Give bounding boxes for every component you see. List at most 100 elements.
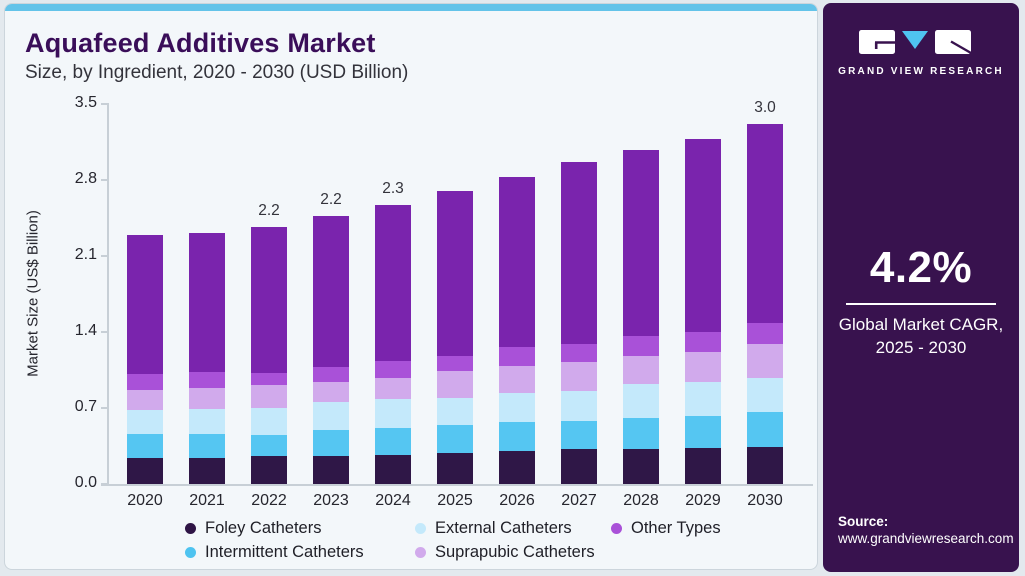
cagr-caption-line2: 2025 - 2030 bbox=[875, 337, 967, 357]
y-tick-label: 3.5 bbox=[74, 94, 97, 111]
bar-value-label: 2.3 bbox=[382, 179, 404, 197]
bar-segment bbox=[313, 429, 349, 456]
bar-segment bbox=[375, 399, 411, 428]
bar-segment bbox=[747, 343, 783, 378]
bar-segment bbox=[499, 451, 535, 484]
gvr-logo-icon bbox=[859, 30, 972, 55]
bar-segment bbox=[561, 343, 597, 363]
legend-dot-icon bbox=[415, 546, 426, 558]
bar-stack-2027 bbox=[561, 161, 597, 484]
legend-label: Suprapubic Catheters bbox=[435, 542, 595, 561]
bar-segment bbox=[375, 454, 411, 484]
bar-segment bbox=[251, 226, 287, 374]
gvr-brand-text: GRAND VIEW RESEARCH bbox=[838, 66, 1004, 77]
y-tick-label: 0.7 bbox=[74, 398, 97, 415]
bar-stack-2029 bbox=[685, 138, 721, 484]
bar-segment bbox=[685, 381, 721, 416]
bar-segment bbox=[189, 434, 225, 458]
x-tick-label: 2024 bbox=[375, 492, 411, 509]
bar-stack-2028 bbox=[623, 149, 659, 484]
bar-value-label: 3.0 bbox=[754, 98, 776, 116]
legend-label: Other Types bbox=[631, 518, 721, 537]
page-title: Aquafeed Additives Market bbox=[25, 28, 376, 58]
gvr-logo: GRAND VIEW RESEARCH bbox=[823, 29, 1019, 77]
bar-segment bbox=[499, 365, 535, 393]
bar-segment bbox=[437, 425, 473, 453]
bar-segment bbox=[499, 392, 535, 423]
y-tick-label: 1.4 bbox=[74, 322, 97, 339]
bar-segment bbox=[747, 412, 783, 448]
bar-segment bbox=[747, 447, 783, 484]
bar-stack-2030 bbox=[747, 123, 783, 484]
bar-stack-2024 bbox=[375, 205, 411, 484]
legend-dot-icon bbox=[185, 522, 196, 534]
bar-2024: 2.3 2024 bbox=[375, 104, 411, 509]
bar-segment bbox=[437, 355, 473, 372]
bar-segment bbox=[561, 362, 597, 391]
bar-segment bbox=[375, 377, 411, 400]
y-tick-mark bbox=[101, 255, 108, 257]
bar-2021: 2021 bbox=[189, 104, 225, 509]
bar-value-label: 2.2 bbox=[258, 201, 280, 219]
bar-segment bbox=[251, 435, 287, 456]
bar-segment bbox=[561, 421, 597, 450]
bar-segment bbox=[127, 457, 163, 484]
cagr-divider bbox=[846, 303, 996, 305]
bar-segment bbox=[437, 398, 473, 426]
legend-item: Suprapubic Catheters bbox=[415, 541, 611, 563]
bar-2023: 2.2 2023 bbox=[313, 104, 349, 509]
y-tick-label: 2.8 bbox=[74, 170, 97, 187]
bar-stack-2022 bbox=[251, 226, 287, 484]
bar-stack-2020 bbox=[127, 235, 163, 484]
bar-segment bbox=[437, 371, 473, 399]
y-tick-mark bbox=[101, 407, 108, 409]
cagr-caption-line1: Global Market CAGR, bbox=[838, 315, 1004, 334]
x-tick-label: 2030 bbox=[747, 492, 783, 509]
bar-segment bbox=[747, 323, 783, 344]
bar-segment bbox=[251, 385, 287, 409]
bar-segment bbox=[189, 457, 225, 484]
bar-segment bbox=[623, 449, 659, 484]
cagr-block: 4.2% Global Market CAGR, 2025 - 2030 bbox=[823, 243, 1019, 360]
y-tick-mark bbox=[101, 331, 108, 333]
bar-segment bbox=[623, 336, 659, 356]
bar-segment bbox=[313, 455, 349, 484]
sidebar: GRAND VIEW RESEARCH 4.2% Global Market C… bbox=[823, 3, 1019, 572]
bar-segment bbox=[189, 233, 225, 373]
bar-segment bbox=[251, 408, 287, 436]
bar-segment bbox=[499, 422, 535, 452]
bar-segment bbox=[375, 427, 411, 455]
x-tick-label: 2021 bbox=[189, 492, 225, 509]
bar-stack-2026 bbox=[499, 176, 535, 484]
bar-segment bbox=[623, 384, 659, 418]
cagr-caption: Global Market CAGR, 2025 - 2030 bbox=[823, 314, 1019, 360]
bar-segment bbox=[561, 161, 597, 344]
bar-segment bbox=[313, 401, 349, 430]
x-tick-label: 2023 bbox=[313, 492, 349, 509]
bar-segment bbox=[499, 176, 535, 348]
bar-segment bbox=[747, 377, 783, 413]
bar-2029: 2029 bbox=[685, 104, 721, 509]
cagr-value: 4.2% bbox=[869, 243, 973, 292]
x-axis-line bbox=[101, 484, 813, 486]
bar-segment bbox=[127, 389, 163, 411]
bar-segment bbox=[623, 417, 659, 450]
bar-2027: 2027 bbox=[561, 104, 597, 509]
bar-segment bbox=[127, 235, 163, 375]
bar-segment bbox=[189, 372, 225, 389]
bar-stack-2021 bbox=[189, 233, 225, 484]
bar-2030: 3.0 2030 bbox=[747, 99, 783, 509]
legend-label: Intermittent Catheters bbox=[205, 542, 364, 561]
x-tick-label: 2022 bbox=[251, 492, 287, 509]
top-accent-bar bbox=[5, 4, 817, 11]
source-url: www.grandviewresearch.com bbox=[838, 531, 1014, 546]
bar-2026: 2026 bbox=[499, 104, 535, 509]
bar-segment bbox=[437, 452, 473, 484]
y-tick-mark bbox=[101, 103, 108, 105]
legend-label: Foley Catheters bbox=[205, 518, 322, 537]
y-axis-title: Market Size (US$ Billion) bbox=[24, 210, 42, 377]
y-axis-line bbox=[107, 103, 109, 485]
legend-dot-icon bbox=[415, 522, 426, 534]
chart-legend: Foley Catheters External Catheters Other T… bbox=[185, 517, 721, 563]
